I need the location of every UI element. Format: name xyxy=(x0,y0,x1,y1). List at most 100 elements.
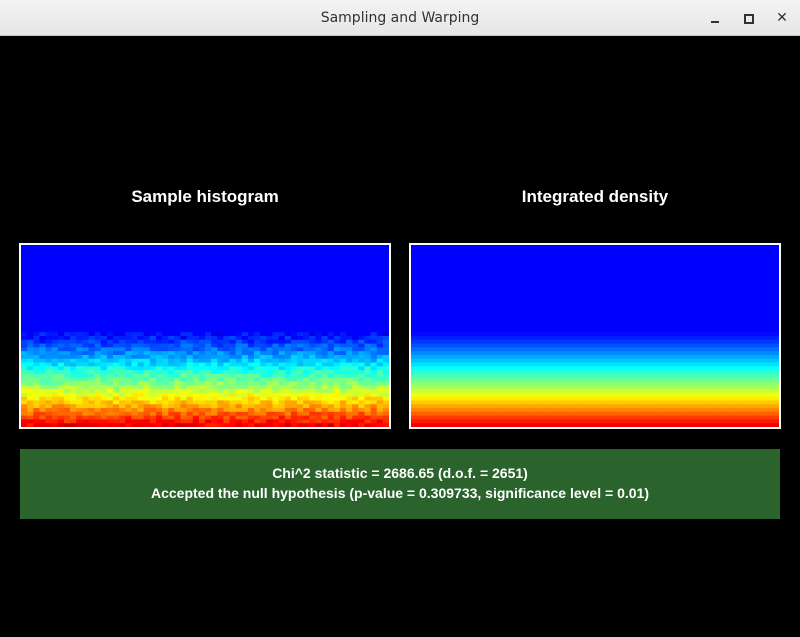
density-cell xyxy=(174,271,182,276)
density-cell xyxy=(309,392,316,398)
density-cell xyxy=(254,301,261,307)
density-cell xyxy=(644,339,651,345)
density-cell xyxy=(346,271,353,276)
density-cell xyxy=(429,362,437,367)
density-cell xyxy=(39,415,47,421)
density-cell xyxy=(100,415,108,421)
density-cell xyxy=(453,351,461,356)
density-cell xyxy=(303,256,310,261)
density-cell xyxy=(149,256,157,261)
density-cell xyxy=(595,248,602,254)
density-cell xyxy=(662,256,670,261)
density-cell xyxy=(321,279,329,284)
density-cell xyxy=(748,373,756,379)
density-cell xyxy=(613,279,621,284)
density-cell xyxy=(588,320,596,326)
density-cell xyxy=(205,396,212,402)
density-cell xyxy=(45,271,53,276)
density-cell xyxy=(229,362,237,367)
density-cell xyxy=(723,252,731,257)
density-cell xyxy=(186,294,194,299)
density-cell xyxy=(453,252,461,257)
density-cell xyxy=(552,248,559,254)
density-cell xyxy=(509,263,516,269)
density-cell xyxy=(174,347,182,352)
density-cell xyxy=(174,286,182,292)
density-cell xyxy=(346,419,353,424)
density-cell xyxy=(729,366,737,371)
density-cell xyxy=(490,256,498,261)
title-bar[interactable]: Sampling and Warping ✕ xyxy=(0,0,800,36)
density-cell xyxy=(539,267,547,273)
density-cell xyxy=(82,294,90,299)
density-cell xyxy=(149,290,157,295)
density-cell xyxy=(358,260,366,265)
density-cell xyxy=(235,317,243,322)
density-cell xyxy=(582,301,590,307)
density-cell xyxy=(637,362,645,367)
density-cell xyxy=(382,286,389,292)
density-cell xyxy=(705,362,713,367)
density-cell xyxy=(106,404,114,409)
density-cell xyxy=(429,343,437,348)
density-cell xyxy=(303,419,310,424)
density-cell xyxy=(460,358,467,364)
maximize-button[interactable] xyxy=(736,6,760,30)
density-cell xyxy=(198,282,206,288)
density-cell xyxy=(742,252,749,257)
density-cell xyxy=(484,271,492,276)
density-cell xyxy=(772,317,779,322)
density-cell xyxy=(766,362,774,367)
density-cell xyxy=(272,343,280,348)
density-cell xyxy=(576,362,584,367)
density-cell xyxy=(260,408,267,413)
density-cell xyxy=(687,313,694,318)
density-cell xyxy=(478,320,486,326)
density-cell xyxy=(39,328,47,333)
density-cell xyxy=(247,275,255,280)
density-cell xyxy=(51,343,59,348)
minimize-button[interactable] xyxy=(703,6,727,30)
density-cell xyxy=(754,282,762,288)
density-cell xyxy=(668,324,676,330)
density-cell xyxy=(57,271,65,276)
density-cell xyxy=(21,347,28,352)
density-cell xyxy=(435,336,443,341)
density-cell xyxy=(125,411,132,417)
density-cell xyxy=(613,370,621,375)
density-cell xyxy=(358,275,366,280)
density-cell xyxy=(70,290,77,295)
density-cell xyxy=(370,290,378,295)
density-cell xyxy=(772,354,779,360)
density-cell xyxy=(637,336,645,341)
density-cell xyxy=(241,404,249,409)
density-cell xyxy=(613,373,621,379)
density-cell xyxy=(772,347,779,352)
density-cell xyxy=(429,298,437,303)
density-cell xyxy=(631,267,639,273)
density-cell xyxy=(693,339,700,345)
density-cell xyxy=(174,309,182,314)
density-cell xyxy=(186,373,194,379)
density-cell xyxy=(106,305,114,311)
density-cell xyxy=(484,267,492,273)
density-cell xyxy=(315,320,323,326)
density-cell xyxy=(772,248,779,254)
density-cell xyxy=(364,381,372,386)
density-cell xyxy=(521,370,529,375)
density-cell xyxy=(687,290,694,295)
density-cell xyxy=(723,366,731,371)
density-cell xyxy=(435,339,443,345)
close-button[interactable]: ✕ xyxy=(770,6,794,30)
density-cell xyxy=(297,332,304,337)
density-cell xyxy=(217,301,224,307)
density-cell xyxy=(113,339,120,345)
density-cell xyxy=(453,298,461,303)
density-cell xyxy=(223,301,231,307)
density-cell xyxy=(113,282,120,288)
density-cell xyxy=(63,411,71,417)
density-cell xyxy=(460,370,467,375)
density-cell xyxy=(100,275,108,280)
density-cell xyxy=(155,415,163,421)
density-cell xyxy=(186,252,194,257)
